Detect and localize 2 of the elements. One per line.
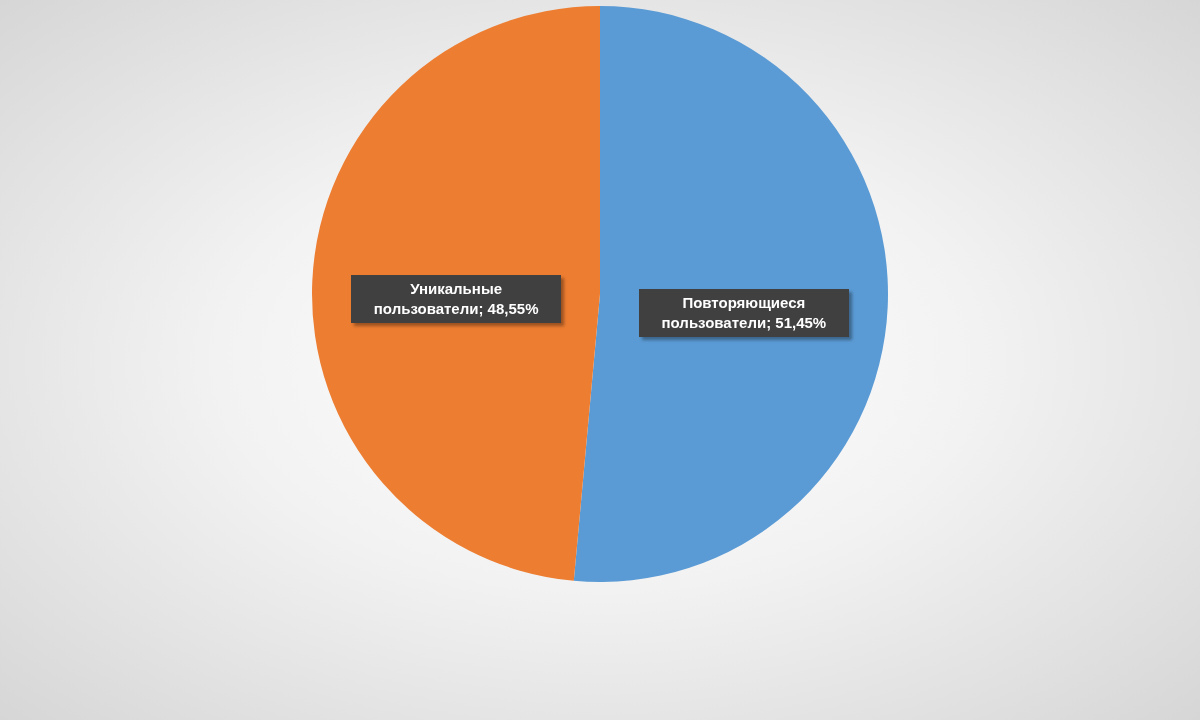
slice-label: Повторяющиеся пользователи; 51,45% (638, 288, 849, 337)
slice-label: Уникальные пользователи; 48,55% (351, 275, 562, 324)
